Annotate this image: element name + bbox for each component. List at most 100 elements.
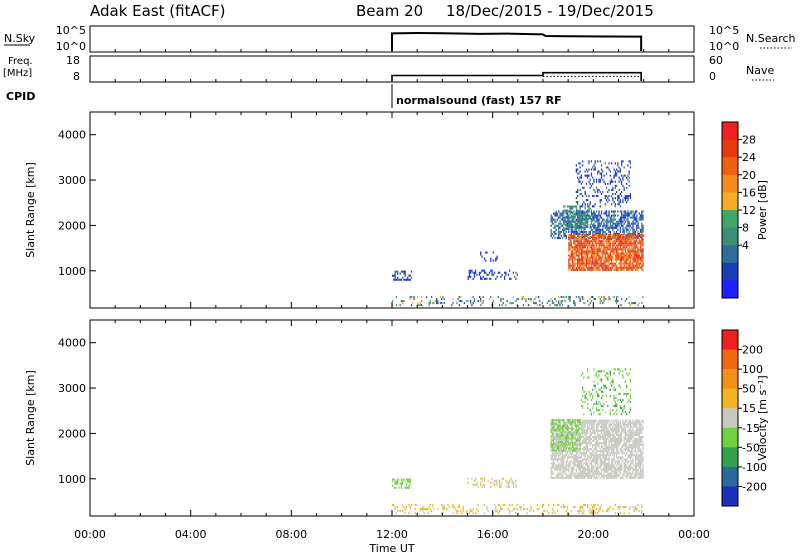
velocity-cell (619, 506, 622, 509)
velocity-cell (626, 423, 628, 426)
power-cell (604, 182, 606, 185)
velocity-cell (589, 468, 591, 471)
velocity-cell (563, 429, 565, 432)
power-cell (598, 234, 600, 237)
power-cell (628, 242, 630, 245)
power-cell (568, 246, 570, 249)
velocity-cell (597, 503, 599, 507)
velocity-cell (599, 421, 601, 424)
velocity-cell (452, 506, 454, 509)
power-cell (584, 207, 586, 210)
velocity-cell (631, 452, 633, 455)
velocity-cell (614, 472, 616, 475)
power-cell (404, 270, 406, 273)
power-cell (639, 244, 642, 247)
velocity-cell (595, 407, 598, 410)
velocity-cell (585, 433, 588, 436)
velocity-cell (597, 427, 599, 430)
velocity-cell (618, 462, 620, 465)
velocity-cell (612, 425, 614, 428)
power-cell (556, 237, 559, 240)
power-cell (551, 302, 554, 305)
velocity-cell (553, 433, 555, 436)
power-cell (565, 220, 567, 223)
power-cell (405, 278, 408, 281)
velocity-cell (492, 481, 494, 484)
power-cell (629, 244, 632, 247)
power-cell (612, 266, 614, 269)
velocity-cell (604, 429, 606, 432)
velocity-cell (566, 456, 569, 459)
power-cell (614, 218, 616, 221)
velocity-cell (604, 462, 606, 465)
power-cell (580, 242, 583, 245)
power-cell (593, 180, 595, 183)
power-cell (638, 262, 640, 265)
power-cell (583, 232, 585, 235)
power-cell (598, 212, 600, 215)
power-cell (629, 262, 632, 265)
velocity-cell (585, 448, 588, 451)
power-cell (491, 269, 493, 272)
velocity-cell (631, 437, 633, 440)
velocity-cell (490, 481, 492, 484)
power-cell (618, 201, 620, 204)
power-cell (642, 252, 644, 255)
velocity-cell (628, 442, 630, 445)
power-cell (569, 216, 571, 219)
velocity-colorbar: Velocity [m s⁻¹] 2001005015-15-50-100-20… (721, 329, 769, 507)
velocity-cell (623, 437, 625, 440)
power-cell (392, 304, 394, 307)
velocity-cell (628, 466, 630, 469)
velocity-cell (597, 409, 599, 412)
power-cell (639, 230, 642, 233)
power-cell (634, 244, 637, 247)
velocity-cell (467, 481, 469, 484)
power-cell (467, 300, 469, 303)
velocity-cell (570, 441, 572, 444)
power-cell (554, 214, 556, 217)
power-cell (593, 188, 595, 191)
power-cell (400, 270, 403, 273)
velocity-cell (612, 431, 614, 434)
velocity-cell (575, 439, 577, 442)
power-cell (571, 260, 574, 263)
power-cell (638, 254, 640, 257)
power-cell (593, 195, 595, 198)
velocity-cell (550, 454, 552, 457)
power-cell (610, 268, 613, 271)
power-cell (569, 211, 571, 214)
power-cell (632, 232, 634, 235)
power-cell (576, 225, 579, 228)
velocity-cell (592, 512, 594, 515)
power-cell (627, 214, 629, 217)
velocity-cell (558, 441, 560, 444)
velocity-cell (583, 472, 585, 475)
velocity-cell (618, 444, 620, 447)
velocity-cell (619, 419, 622, 422)
velocity-cell (607, 448, 609, 451)
power-cell (592, 246, 594, 249)
velocity-cell (556, 447, 559, 450)
velocity-cell (613, 419, 615, 422)
power-cell (576, 223, 579, 226)
power-cell (613, 236, 615, 239)
velocity-cell (605, 400, 608, 404)
velocity-cell (580, 452, 583, 455)
velocity-cell (641, 472, 643, 475)
power-cell (575, 252, 577, 255)
power-ytick-label: 1000 (58, 265, 86, 278)
power-cell (525, 298, 527, 301)
power-cell (593, 216, 595, 219)
power-cell (571, 230, 574, 233)
velocity-cell (568, 418, 570, 421)
velocity-cell (603, 421, 605, 424)
nave-tick-top: 60 (709, 54, 723, 67)
power-cell (624, 210, 627, 213)
velocity-cell (600, 427, 603, 430)
velocity-cell (414, 503, 416, 507)
velocity-cell (604, 411, 606, 414)
power-cell (599, 244, 601, 247)
velocity-cell (447, 503, 449, 507)
